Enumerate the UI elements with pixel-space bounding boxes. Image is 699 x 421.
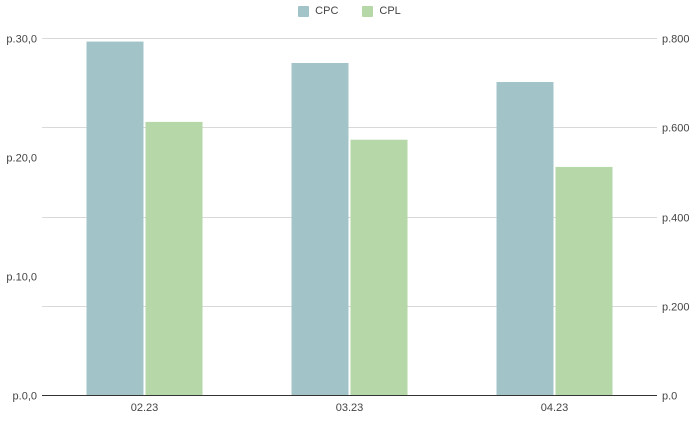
left-axis-tick-label: p.30,0 <box>6 34 37 46</box>
right-axis-tick-label: p.800 <box>662 34 690 46</box>
x-axis-tick-label: 03.23 <box>336 402 364 414</box>
bar-cpl-02.23[interactable] <box>145 121 203 396</box>
legend-label-cpl: CPL <box>379 5 401 17</box>
bar-cpl-04.23[interactable] <box>555 166 613 395</box>
right-axis-tick-label: p.0 <box>662 391 677 403</box>
legend: CPC CPL <box>0 5 699 17</box>
right-axis-tick-label: p.400 <box>662 213 690 225</box>
bar-cpc-04.23[interactable] <box>496 82 554 395</box>
x-axis-tick-label: 04.23 <box>541 402 569 414</box>
legend-label-cpc: CPC <box>315 5 339 17</box>
legend-swatch-cpl <box>362 5 374 17</box>
legend-item-cpc[interactable]: CPC <box>298 5 338 17</box>
left-axis-tick-label: p.20,0 <box>6 153 37 165</box>
legend-item-cpl[interactable]: CPL <box>362 5 401 17</box>
left-axis-tick-label: p.10,0 <box>6 272 37 284</box>
left-axis-tick-label: p.0,0 <box>13 391 37 403</box>
right-axis-tick-label: p.200 <box>662 302 690 314</box>
x-axis-tick-label: 02.23 <box>131 402 159 414</box>
bar-cpc-03.23[interactable] <box>291 62 349 396</box>
bar-cpl-03.23[interactable] <box>350 139 408 395</box>
legend-swatch-cpc <box>298 5 310 17</box>
right-axis-tick-label: p.600 <box>662 123 690 135</box>
bar-cpc-02.23[interactable] <box>86 41 144 395</box>
